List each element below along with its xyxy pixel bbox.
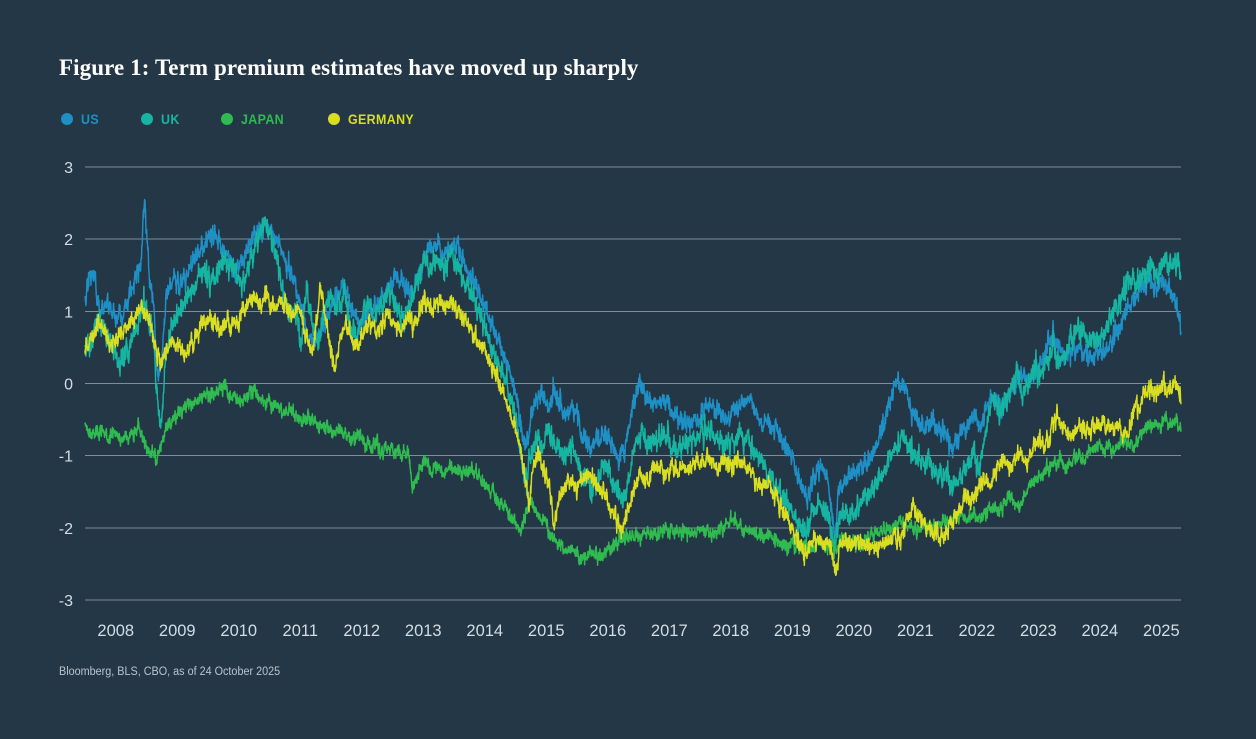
series-line-uk xyxy=(84,216,1182,551)
legend-dot-us xyxy=(61,113,73,125)
x-tick-label: 2014 xyxy=(466,622,503,640)
x-tick-label: 2008 xyxy=(97,622,134,640)
legend-item-uk[interactable]: UK xyxy=(140,111,181,127)
y-axis-labels: 3 2 1 0 -1 -2 -3 xyxy=(59,160,73,610)
x-tick-label: 2013 xyxy=(405,622,442,640)
y-tick-label: -3 xyxy=(59,593,73,610)
y-tick-label: -2 xyxy=(59,521,73,538)
legend-label-uk: UK xyxy=(160,111,180,127)
x-tick-label: 2019 xyxy=(774,622,811,640)
source-note: Bloomberg, BLS, CBO, as of 24 October 20… xyxy=(59,666,281,678)
legend-item-japan[interactable]: JAPAN xyxy=(220,111,288,127)
y-tick-label: 0 xyxy=(64,377,73,394)
y-tick-label: 1 xyxy=(64,304,73,321)
page-title: Figure 1: Term premium estimates have mo… xyxy=(59,55,639,80)
y-tick-label: 3 xyxy=(64,160,73,177)
y-tick-label: 2 xyxy=(64,232,73,249)
x-tick-label: 2022 xyxy=(958,622,995,640)
legend-item-germany[interactable]: GERMANY xyxy=(327,111,420,127)
x-tick-label: 2012 xyxy=(343,622,380,640)
x-tick-label: 2021 xyxy=(897,622,934,640)
x-tick-label: 2016 xyxy=(589,622,626,640)
legend-label-us: US xyxy=(81,111,99,127)
legend-dot-germany xyxy=(327,113,340,125)
x-tick-label: 2015 xyxy=(528,622,565,640)
series-line-germany xyxy=(84,281,1182,576)
legend-label-germany: GERMANY xyxy=(347,111,414,127)
x-axis-labels: 2008 2009 2010 2011 2012 2013 2014 2015 2016 2017… xyxy=(97,622,1179,640)
x-tick-label: 2011 xyxy=(283,622,318,640)
y-tick-label: -1 xyxy=(59,449,73,466)
legend-dot-uk xyxy=(140,113,153,125)
x-tick-label: 2009 xyxy=(159,622,196,640)
series-lines xyxy=(84,198,1182,576)
legend-dot-japan xyxy=(220,113,233,125)
x-tick-label: 2017 xyxy=(651,622,688,640)
x-tick-label: 2024 xyxy=(1081,622,1118,640)
legend-label-japan: JAPAN xyxy=(240,111,284,127)
x-tick-label: 2020 xyxy=(835,622,872,640)
x-tick-label: 2010 xyxy=(220,622,257,640)
x-tick-label: 2023 xyxy=(1020,622,1057,640)
chart-legend: US UK JAPAN GERMANY xyxy=(61,109,459,129)
x-tick-label: 2025 xyxy=(1143,622,1180,640)
x-tick-label: 2018 xyxy=(712,622,749,640)
series-line-japan xyxy=(84,378,1182,567)
legend-item-us[interactable]: US xyxy=(61,112,101,127)
